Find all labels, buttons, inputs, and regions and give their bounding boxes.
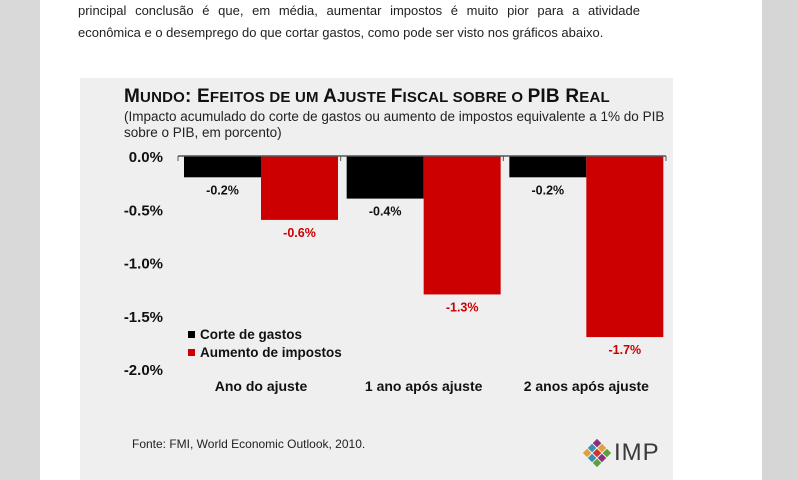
y-tick-label: -1.0% xyxy=(124,256,163,273)
imp-logo-icon xyxy=(582,438,612,468)
legend-label-aumento: Aumento de impostos xyxy=(200,344,342,360)
legend-item-corte: Corte de gastos xyxy=(188,325,342,343)
y-tick-label: -1.5% xyxy=(124,309,163,326)
y-tick-label: -2.0% xyxy=(124,362,163,379)
x-category-label: 1 ano após ajuste xyxy=(365,378,483,394)
bar-aumento xyxy=(261,156,338,220)
y-tick-label: -0.5% xyxy=(124,202,163,219)
data-label: -0.2% xyxy=(532,183,565,197)
legend-swatch-corte xyxy=(188,330,195,338)
article-line-1: principal conclusão é que, em média, aum… xyxy=(78,3,640,18)
data-label: -1.3% xyxy=(446,300,479,314)
x-category-label: Ano do ajuste xyxy=(215,378,308,394)
chart-source: Fonte: FMI, World Economic Outlook, 2010… xyxy=(132,437,366,451)
legend-item-aumento: Aumento de impostos xyxy=(188,343,342,361)
page-margin xyxy=(762,0,798,480)
bar-corte xyxy=(509,156,587,178)
chart-title: MUNDO: EFEITOS DE UM AJUSTE FISCAL SOBRE… xyxy=(124,86,610,107)
data-label: -1.7% xyxy=(609,343,642,357)
data-label: -0.2% xyxy=(206,183,239,197)
imp-logo: IMP xyxy=(582,438,660,468)
bar-corte xyxy=(346,156,424,199)
legend-label-corte: Corte de gastos xyxy=(200,326,303,342)
article-line-2: econômica e o desemprego do que cortar g… xyxy=(78,25,604,40)
bar-corte xyxy=(184,156,261,178)
y-tick-label: 0.0% xyxy=(129,149,163,166)
chart-subtitle: (Impacto acumulado do corte de gastos ou… xyxy=(124,109,665,140)
legend-swatch-aumento xyxy=(188,348,195,356)
chart-legend: Corte de gastos Aumento de impostos xyxy=(188,325,342,361)
bar-aumento xyxy=(586,156,664,338)
article-text: principal conclusão é que, em média, aum… xyxy=(78,0,640,44)
x-category-label: 2 anos após ajuste xyxy=(524,378,649,394)
data-label: -0.4% xyxy=(369,205,402,219)
data-label: -0.6% xyxy=(283,226,316,240)
chart-card xyxy=(80,78,673,480)
imp-logo-text: IMP xyxy=(614,439,660,466)
bar-aumento xyxy=(423,156,501,295)
